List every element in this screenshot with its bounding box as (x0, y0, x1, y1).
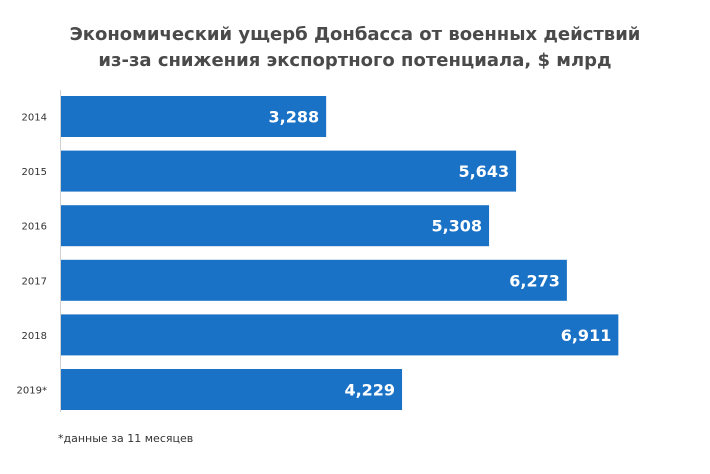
chart-title-line-1: Экономический ущерб Донбасса от военных … (69, 24, 641, 45)
bar-2017 (61, 259, 567, 301)
bar-2018 (61, 314, 619, 356)
category-label: 2015 (22, 167, 47, 178)
category-label: 2014 (22, 113, 47, 124)
bar-value-label: 4,229 (344, 381, 395, 400)
bar-value-label: 3,288 (269, 108, 320, 127)
bar-2014 (61, 96, 327, 137)
bar-2019 (61, 369, 403, 410)
category-label: 2017 (22, 276, 47, 287)
bar-2016 (61, 205, 490, 247)
chart-title: Экономический ущерб Донбасса от военных … (0, 22, 710, 74)
chart-title-line-2: из-за снижения экспортного потенциала, $… (98, 50, 612, 71)
bar-2015 (61, 150, 517, 192)
bar-value-label: 6,273 (509, 271, 560, 290)
category-label: 2019* (17, 386, 47, 397)
category-label: 2018 (22, 331, 47, 342)
bar-value-label: 5,643 (458, 162, 509, 181)
category-label: 2016 (22, 222, 47, 233)
bars-group: 3,288 2014 5,643 2015 5,308 2016 6,273 2017 6,91… (17, 96, 619, 410)
bar-value-label: 5,308 (431, 217, 482, 236)
bar-value-label: 6,911 (561, 326, 612, 345)
footnote: *данные за 11 месяцев (58, 432, 194, 445)
